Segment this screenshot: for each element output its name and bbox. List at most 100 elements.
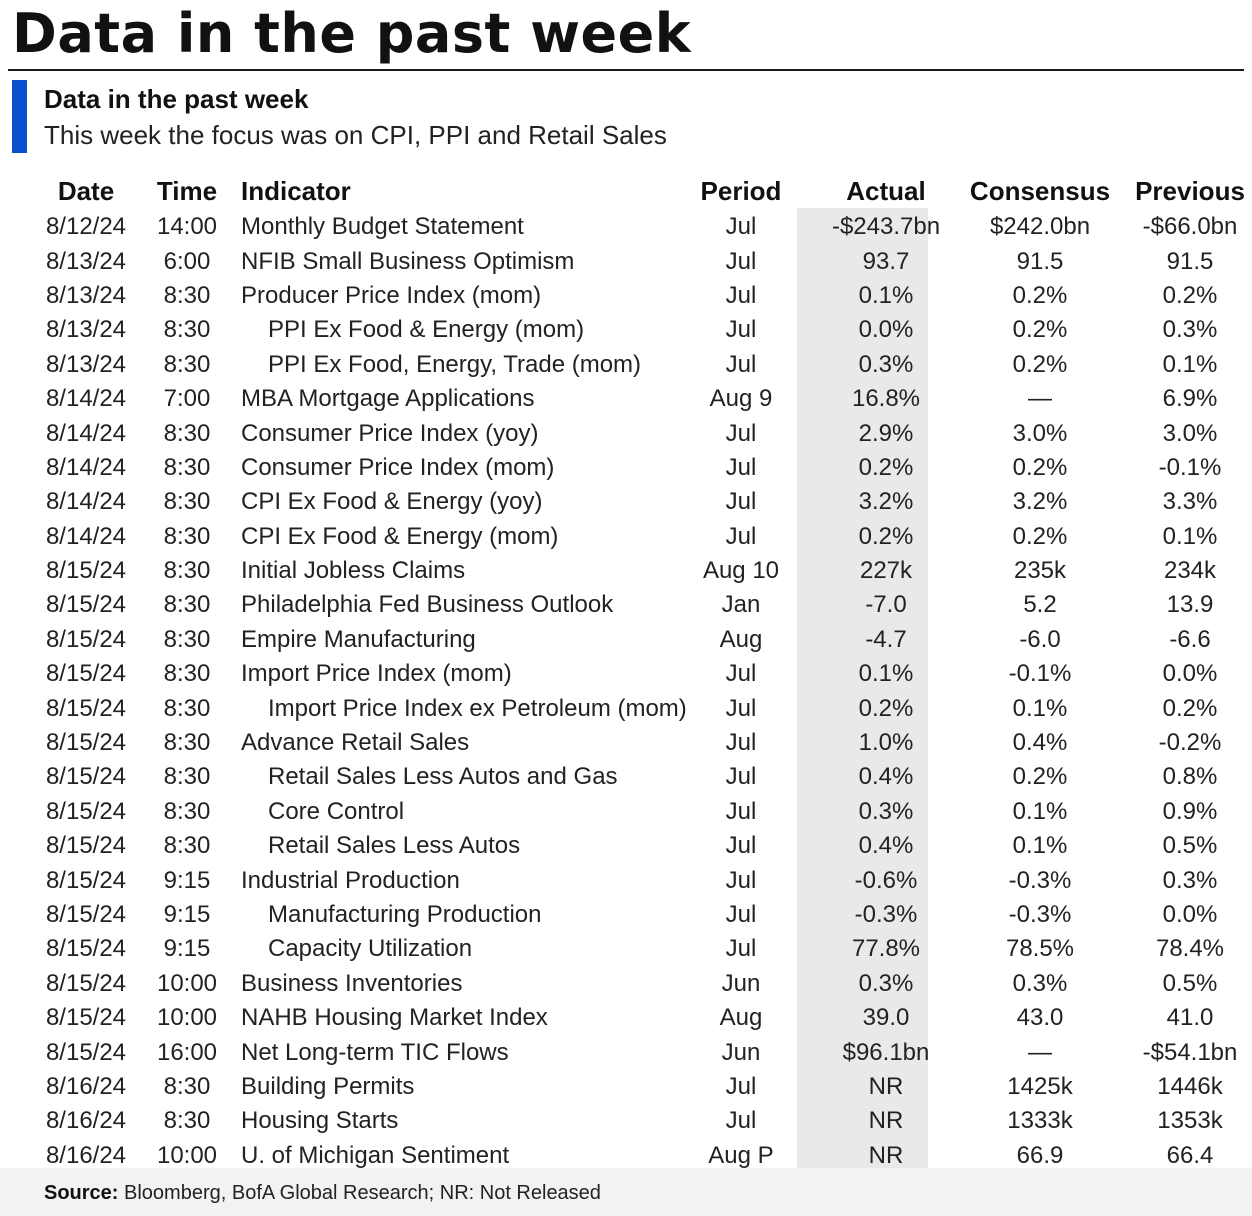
cell-indicator: Capacity Utilization	[268, 935, 473, 963]
cell-date: 8/15/24	[45, 832, 127, 860]
cell-period: Aug	[719, 1004, 763, 1032]
cell-actual: 0.4%	[858, 763, 914, 791]
table-row: 8/15/24 9:15 Manufacturing Production Jul -0…	[34, 898, 1251, 932]
cell-consensus: 0.1%	[1012, 832, 1068, 860]
cell-consensus: -6.0	[1019, 625, 1061, 653]
cell-indicator: Housing Starts	[241, 1107, 399, 1135]
cell-date: 8/13/24	[45, 316, 127, 344]
table-row: 8/14/24 7:00 MBA Mortgage Applications Aug …	[34, 382, 1251, 416]
table-row: 8/16/24 10:00 U. of Michigan Sentiment Aug …	[34, 1139, 1251, 1173]
cell-previous: -$54.1bn	[1142, 1038, 1238, 1066]
cell-indicator: Net Long-term TIC Flows	[241, 1038, 509, 1066]
cell-previous: 41.0	[1166, 1004, 1214, 1032]
cell-date: 8/14/24	[45, 453, 127, 481]
cell-consensus: 0.2%	[1012, 281, 1068, 309]
cell-previous: 0.8%	[1162, 763, 1218, 791]
cell-actual: 0.1%	[858, 660, 914, 688]
table-row: 8/13/24 8:30 PPI Ex Food & Energy (mom) Jul…	[34, 313, 1251, 347]
cell-period: Jun	[721, 969, 761, 997]
column-header-indicator: Indicator	[241, 175, 351, 206]
cell-consensus: 0.1%	[1012, 694, 1068, 722]
cell-time: 8:30	[163, 419, 211, 447]
cell-date: 8/15/24	[45, 591, 127, 619]
table-row: 8/15/24 8:30 Retail Sales Less Autos and G…	[34, 760, 1251, 794]
cell-time: 8:30	[163, 281, 211, 309]
cell-date: 8/15/24	[45, 1038, 127, 1066]
cell-previous: 0.0%	[1162, 660, 1218, 688]
cell-time: 8:30	[163, 1107, 211, 1135]
table-row: 8/15/24 8:30 Retail Sales Less Autos Jul 0.4…	[34, 829, 1251, 863]
cell-date: 8/15/24	[45, 729, 127, 757]
table-row: 8/15/24 8:30 Philadelphia Fed Business Out…	[34, 588, 1251, 622]
cell-actual: -7.0	[865, 591, 907, 619]
cell-indicator: Consumer Price Index (mom)	[241, 453, 555, 481]
table-row: 8/12/24 14:00 Monthly Budget Statement Jul -…	[34, 210, 1251, 244]
cell-period: Jun	[721, 1038, 761, 1066]
cell-time: 8:30	[163, 832, 211, 860]
cell-period: Jul	[725, 419, 757, 447]
cell-previous: 66.4	[1166, 1141, 1214, 1169]
cell-actual: 0.4%	[858, 832, 914, 860]
cell-consensus: 3.0%	[1012, 419, 1068, 447]
cell-time: 9:15	[163, 935, 211, 963]
cell-indicator: Business Inventories	[241, 969, 463, 997]
source-label: Source:	[44, 1182, 119, 1204]
cell-actual: 227k	[859, 557, 913, 585]
cell-date: 8/15/24	[45, 557, 127, 585]
table-row: 8/15/24 10:00 NAHB Housing Market Index Aug…	[34, 1001, 1251, 1035]
cell-previous: 78.4%	[1155, 935, 1225, 963]
cell-previous: -0.2%	[1158, 729, 1222, 757]
cell-indicator: Philadelphia Fed Business Outlook	[241, 591, 614, 619]
cell-period: Jul	[725, 797, 757, 825]
cell-actual: 16.8%	[851, 385, 921, 413]
cell-date: 8/16/24	[45, 1141, 127, 1169]
cell-date: 8/16/24	[45, 1107, 127, 1135]
cell-date: 8/15/24	[45, 660, 127, 688]
cell-date: 8/15/24	[45, 866, 127, 894]
cell-previous: 234k	[1163, 557, 1217, 585]
cell-indicator: Retail Sales Less Autos and Gas	[268, 763, 618, 791]
column-header-actual: Actual	[846, 175, 926, 206]
cell-period: Aug 9	[709, 385, 773, 413]
cell-actual: 93.7	[862, 247, 910, 275]
cell-time: 8:30	[163, 1072, 211, 1100]
cell-time: 8:30	[163, 453, 211, 481]
cell-actual: 39.0	[862, 1004, 910, 1032]
cell-period: Jul	[725, 350, 757, 378]
cell-period: Aug P	[708, 1141, 774, 1169]
cell-actual: 0.0%	[858, 316, 914, 344]
cell-actual: 1.0%	[858, 729, 914, 757]
cell-time: 14:00	[156, 213, 218, 241]
cell-date: 8/15/24	[45, 625, 127, 653]
cell-time: 10:00	[156, 969, 218, 997]
cell-indicator: PPI Ex Food & Energy (mom)	[268, 316, 585, 344]
cell-actual: 77.8%	[851, 935, 921, 963]
table-row: 8/15/24 10:00 Business Inventories Jun 0.3% 0…	[34, 967, 1251, 1001]
cell-actual: -0.6%	[854, 866, 918, 894]
title-divider	[8, 69, 1244, 71]
cell-previous: 3.0%	[1162, 419, 1218, 447]
cell-consensus: 0.4%	[1012, 729, 1068, 757]
cell-time: 8:30	[163, 350, 211, 378]
economic-data-table: Date Time Indicator Period Actual Consen…	[34, 172, 1251, 1173]
cell-period: Jul	[725, 247, 757, 275]
section-title: Data in the past week	[44, 84, 309, 114]
table-row: 8/14/24 8:30 Consumer Price Index (yoy) Jul…	[34, 416, 1251, 450]
cell-indicator: Import Price Index (mom)	[241, 660, 512, 688]
cell-indicator: PPI Ex Food, Energy, Trade (mom)	[268, 350, 642, 378]
cell-indicator: Retail Sales Less Autos	[268, 832, 521, 860]
cell-period: Jul	[725, 316, 757, 344]
cell-consensus: 0.2%	[1012, 316, 1068, 344]
table-row: 8/14/24 8:30 CPI Ex Food & Energy (mom) Jul…	[34, 520, 1251, 554]
cell-consensus: 5.2	[1023, 591, 1057, 619]
cell-previous: 1353k	[1157, 1107, 1223, 1135]
page-title: Data in the past week	[12, 2, 692, 65]
table-row: 8/15/24 8:30 Advance Retail Sales Jul 1.0% 0.…	[34, 726, 1251, 760]
cell-time: 8:30	[163, 488, 211, 516]
cell-indicator: Import Price Index ex Petroleum (mom)	[268, 694, 687, 722]
cell-previous: 0.5%	[1162, 832, 1218, 860]
cell-consensus: 78.5%	[1005, 935, 1075, 963]
cell-consensus: 235k	[1013, 557, 1067, 585]
table-row: 8/13/24 8:30 Producer Price Index (mom) Jul…	[34, 279, 1251, 313]
cell-period: Jul	[725, 660, 757, 688]
